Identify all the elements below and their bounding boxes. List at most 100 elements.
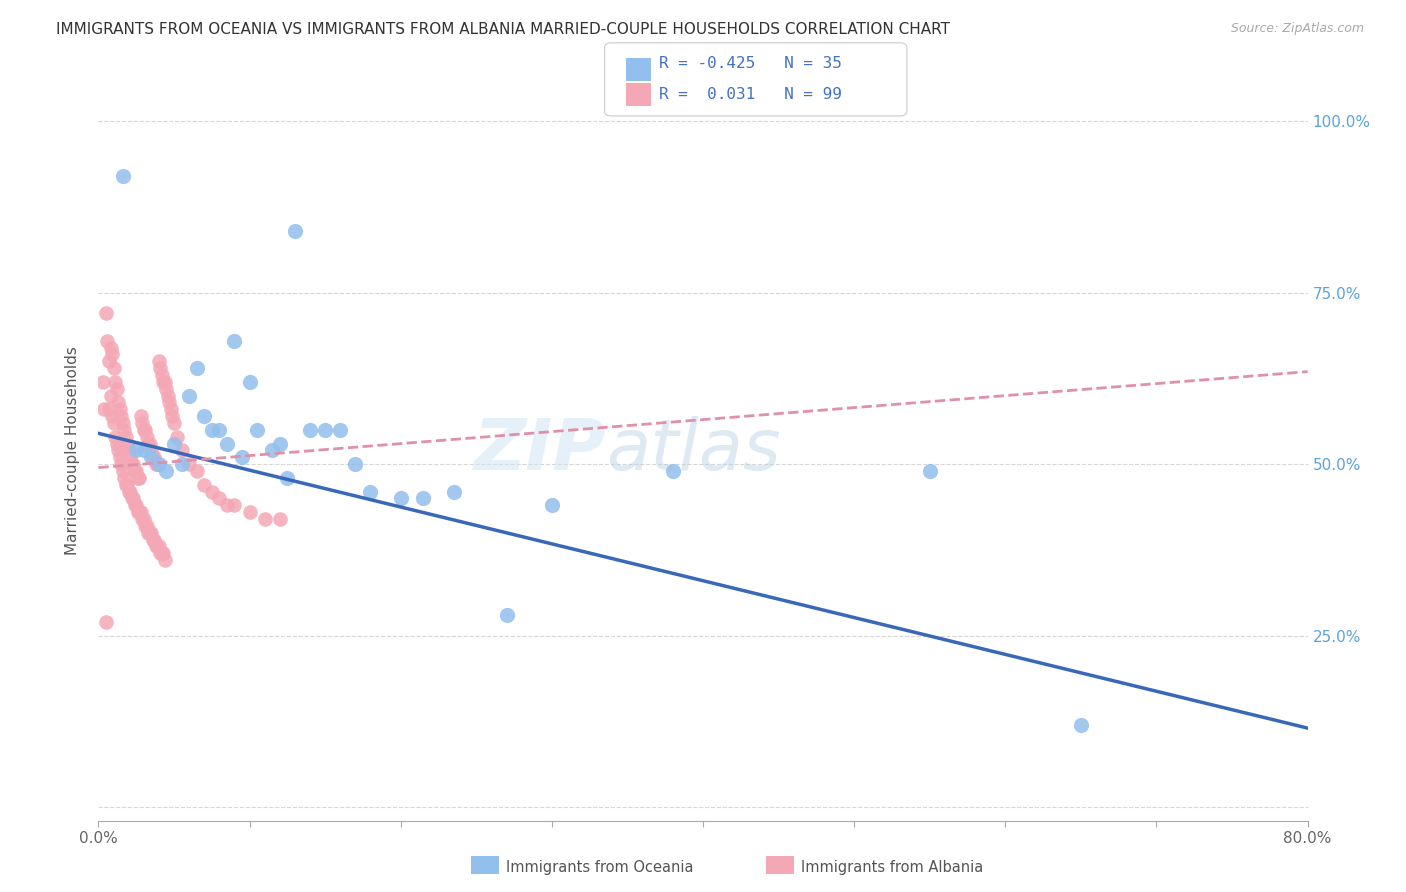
Point xyxy=(141,443,163,458)
Point xyxy=(215,498,238,512)
Point xyxy=(136,525,159,540)
Point xyxy=(128,471,150,485)
Point xyxy=(284,224,307,238)
Point xyxy=(100,341,122,355)
Point xyxy=(159,395,181,409)
Point xyxy=(112,423,135,437)
Point xyxy=(94,615,117,629)
Point xyxy=(155,464,177,478)
Point xyxy=(143,533,166,547)
Point xyxy=(276,471,298,485)
Point xyxy=(149,546,172,560)
Point xyxy=(329,423,352,437)
Point xyxy=(139,525,162,540)
Point xyxy=(134,519,156,533)
Point xyxy=(163,416,186,430)
Point xyxy=(104,375,127,389)
Text: Source: ZipAtlas.com: Source: ZipAtlas.com xyxy=(1230,22,1364,36)
Point xyxy=(201,423,224,437)
Point xyxy=(114,430,136,444)
Point xyxy=(132,423,155,437)
Point xyxy=(108,450,131,465)
Point xyxy=(193,477,215,491)
Text: ZIP: ZIP xyxy=(474,416,606,485)
Point xyxy=(108,402,131,417)
Point xyxy=(153,553,176,567)
Point xyxy=(131,512,153,526)
Point xyxy=(160,402,183,417)
Point xyxy=(120,484,142,499)
Point xyxy=(162,409,184,424)
Text: atlas: atlas xyxy=(606,416,780,485)
Point xyxy=(128,505,150,519)
Point xyxy=(104,430,127,444)
Point xyxy=(443,484,465,499)
Point xyxy=(105,382,128,396)
Point xyxy=(1070,717,1092,731)
Point xyxy=(224,498,246,512)
Point xyxy=(918,464,941,478)
Point xyxy=(111,416,134,430)
Point xyxy=(170,443,193,458)
Point xyxy=(163,436,186,450)
Point xyxy=(540,498,562,512)
Point xyxy=(103,416,125,430)
Point xyxy=(132,443,155,458)
Point xyxy=(105,436,128,450)
Point xyxy=(141,525,163,540)
Point xyxy=(135,430,157,444)
Point xyxy=(231,450,253,465)
Text: Immigrants from Oceania: Immigrants from Oceania xyxy=(506,860,693,874)
Point xyxy=(124,498,146,512)
Point xyxy=(127,505,149,519)
Point xyxy=(262,443,284,458)
Point xyxy=(179,457,201,471)
Point xyxy=(193,409,215,424)
Point xyxy=(139,436,162,450)
Point xyxy=(389,491,412,506)
Point xyxy=(148,540,170,554)
Point xyxy=(124,464,146,478)
Point xyxy=(107,395,129,409)
Point xyxy=(148,457,170,471)
Point xyxy=(269,512,291,526)
Point xyxy=(146,457,169,471)
Point xyxy=(125,464,148,478)
Point xyxy=(101,347,124,361)
Point xyxy=(246,423,269,437)
Point xyxy=(152,546,174,560)
Y-axis label: Married-couple Households: Married-couple Households xyxy=(65,346,80,555)
Point xyxy=(186,361,208,376)
Text: Immigrants from Albania: Immigrants from Albania xyxy=(801,860,984,874)
Point xyxy=(110,409,132,424)
Point xyxy=(179,389,201,403)
Point xyxy=(201,484,224,499)
Point xyxy=(118,484,141,499)
Point xyxy=(152,375,174,389)
Point xyxy=(314,423,336,437)
Point xyxy=(208,491,231,506)
Point xyxy=(132,512,155,526)
Point xyxy=(122,491,145,506)
Point xyxy=(94,306,117,320)
Point xyxy=(129,409,152,424)
Point xyxy=(142,450,165,465)
Point xyxy=(146,540,169,554)
Point xyxy=(125,443,148,458)
Point xyxy=(115,436,138,450)
Point xyxy=(239,505,262,519)
Point xyxy=(344,457,367,471)
Point xyxy=(118,443,141,458)
Point xyxy=(224,334,246,348)
Point xyxy=(96,334,118,348)
Point xyxy=(150,546,173,560)
Point xyxy=(141,450,163,465)
Text: R =  0.031   N = 99: R = 0.031 N = 99 xyxy=(659,87,842,102)
Point xyxy=(112,471,135,485)
Point xyxy=(121,457,143,471)
Point xyxy=(134,423,156,437)
Point xyxy=(93,402,115,417)
Point xyxy=(122,457,145,471)
Point xyxy=(127,471,149,485)
Point xyxy=(156,389,179,403)
